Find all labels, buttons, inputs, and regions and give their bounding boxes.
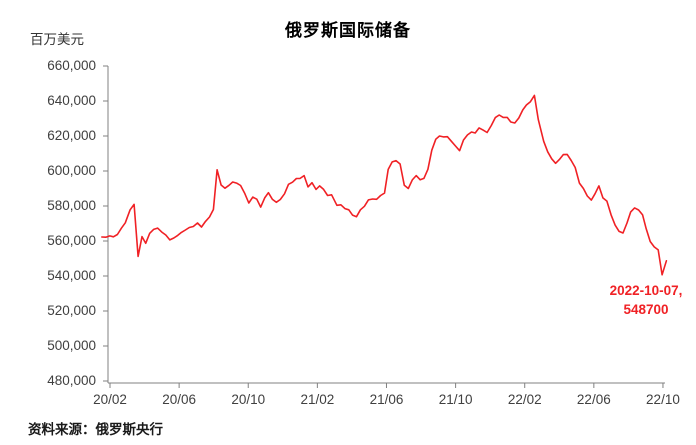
x-tick-label: 22/10 (646, 392, 680, 407)
y-tick-label: 540,000 (47, 268, 96, 283)
y-tick-label: 660,000 (47, 58, 96, 73)
y-tick-label: 640,000 (47, 93, 96, 108)
y-axis-unit-label: 百万美元 (30, 32, 84, 47)
x-tick-label: 22/02 (507, 392, 542, 407)
x-tick-label: 20/10 (231, 392, 266, 407)
x-tick-label: 21/06 (369, 392, 404, 407)
y-tick-label: 620,000 (47, 128, 96, 143)
annotation-date: 2022-10-07, (609, 283, 683, 298)
y-tick-label: 560,000 (47, 233, 96, 248)
x-tick-label: 20/02 (93, 392, 127, 407)
y-tick-label: 600,000 (47, 163, 96, 178)
x-tick-label: 20/06 (162, 392, 196, 407)
y-tick-label: 500,000 (47, 338, 96, 353)
y-tick-label: 480,000 (47, 373, 96, 388)
source-note: 资料来源：俄罗斯央行 (28, 422, 163, 437)
chart-title: 俄罗斯国际储备 (285, 21, 411, 40)
line-series (101, 94, 668, 276)
data-annotation: 2022-10-07, 548700 (576, 281, 696, 319)
x-tick-label: 22/06 (576, 392, 611, 407)
x-tick-label: 21/10 (438, 392, 473, 407)
y-tick-label: 580,000 (47, 198, 96, 213)
y-tick-label: 520,000 (47, 303, 96, 318)
x-tick-label: 21/02 (300, 392, 335, 407)
annotation-value: 548700 (623, 302, 669, 317)
